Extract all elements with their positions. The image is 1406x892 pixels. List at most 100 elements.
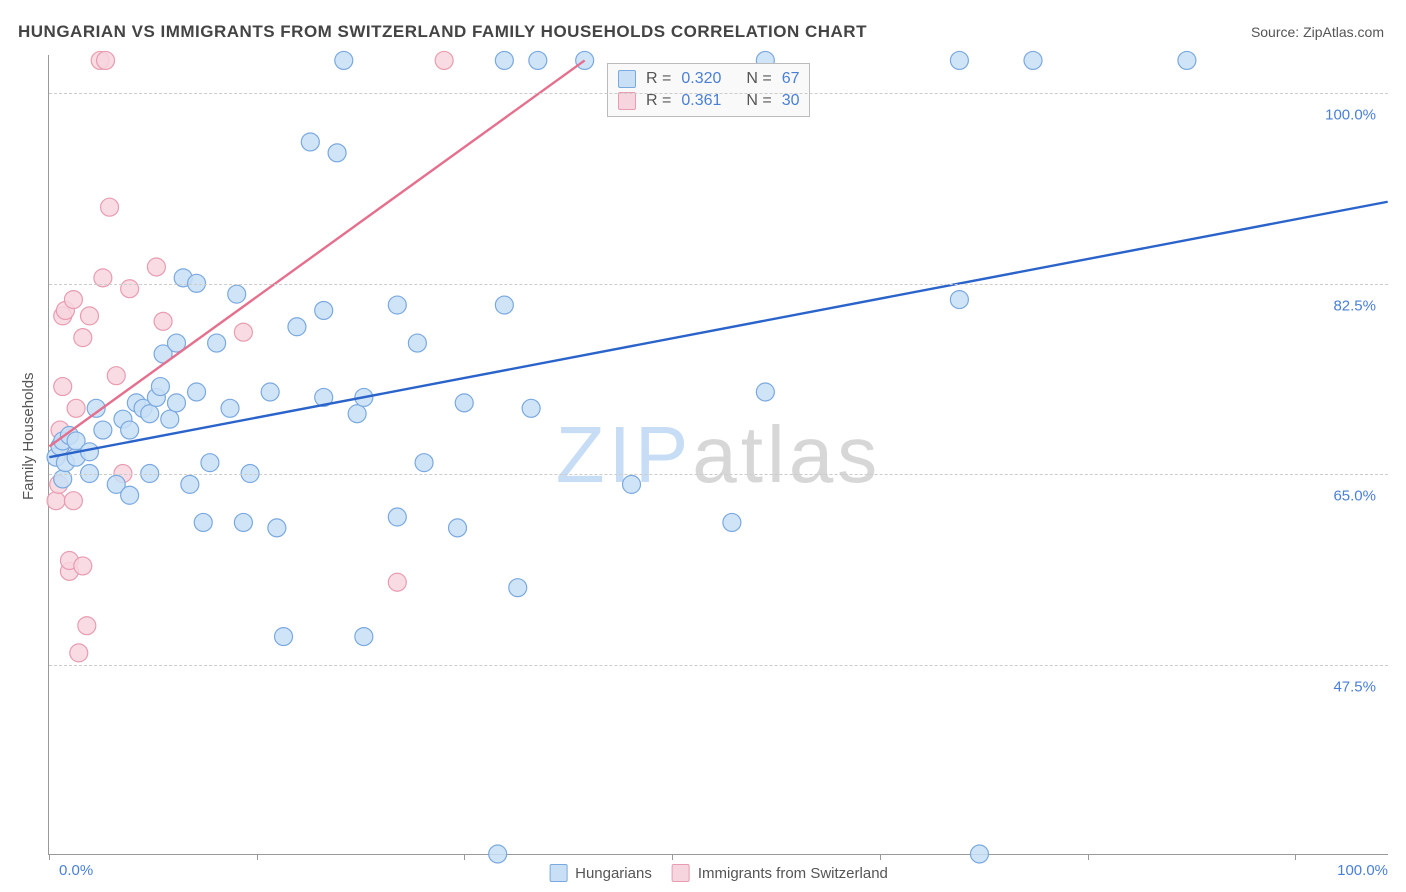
scatter-point — [94, 421, 112, 439]
legend-item-label: Hungarians — [575, 865, 652, 882]
scatter-point — [74, 329, 92, 347]
scatter-point — [489, 845, 507, 863]
scatter-point — [522, 399, 540, 417]
legend-n-label: N = — [746, 70, 771, 88]
scatter-point — [495, 51, 513, 69]
scatter-point — [188, 383, 206, 401]
x-tick — [257, 854, 258, 860]
scatter-point — [121, 421, 139, 439]
y-axis-label: Family Households — [20, 372, 37, 500]
scatter-point — [154, 312, 172, 330]
scatter-point — [288, 318, 306, 336]
scatter-point — [221, 399, 239, 417]
scatter-point — [234, 323, 252, 341]
legend-item-label: Immigrants from Switzerland — [698, 865, 888, 882]
legend-r-value: 0.361 — [681, 92, 736, 110]
legend-r-value: 0.320 — [681, 70, 736, 88]
plot-area: ZIPatlas R =0.320N =67R =0.361N =30 Hung… — [48, 55, 1388, 855]
scatter-point — [64, 492, 82, 510]
scatter-point — [181, 475, 199, 493]
gridline — [49, 284, 1388, 285]
scatter-point — [54, 378, 72, 396]
scatter-point — [415, 454, 433, 472]
scatter-point — [268, 519, 286, 537]
scatter-point — [80, 307, 98, 325]
scatter-point — [161, 410, 179, 428]
x-tick — [1088, 854, 1089, 860]
scatter-point — [101, 198, 119, 216]
scatter-point — [950, 291, 968, 309]
scatter-point — [435, 51, 453, 69]
scatter-point — [335, 51, 353, 69]
scatter-point — [449, 519, 467, 537]
scatter-point — [388, 296, 406, 314]
source-label: Source: ZipAtlas.com — [1251, 24, 1384, 40]
scatter-point — [121, 280, 139, 298]
scatter-point — [167, 394, 185, 412]
scatter-point — [509, 579, 527, 597]
legend-r-label: R = — [646, 92, 671, 110]
scatter-point — [275, 628, 293, 646]
scatter-point — [151, 378, 169, 396]
scatter-point — [1178, 51, 1196, 69]
scatter-point — [348, 405, 366, 423]
scatter-point — [147, 258, 165, 276]
legend-swatch — [618, 92, 636, 110]
scatter-point — [970, 845, 988, 863]
scatter-point — [228, 285, 246, 303]
gridline — [49, 93, 1388, 94]
regression-line — [49, 60, 584, 446]
scatter-point — [261, 383, 279, 401]
scatter-point — [54, 470, 72, 488]
x-tick-label-right: 100.0% — [1337, 862, 1388, 879]
y-tick-label: 47.5% — [1333, 678, 1376, 695]
y-tick-label: 100.0% — [1325, 107, 1376, 124]
scatter-svg — [49, 55, 1388, 854]
legend-swatch — [672, 864, 690, 882]
scatter-point — [234, 513, 252, 531]
x-tick — [1295, 854, 1296, 860]
scatter-point — [723, 513, 741, 531]
legend-swatch — [618, 70, 636, 88]
y-tick-label: 65.0% — [1333, 488, 1376, 505]
legend-item: Hungarians — [549, 864, 652, 882]
legend-item: Immigrants from Switzerland — [672, 864, 888, 882]
scatter-point — [1024, 51, 1042, 69]
scatter-point — [408, 334, 426, 352]
scatter-point — [328, 144, 346, 162]
series-legend: Hungarians Immigrants from Switzerland — [549, 864, 888, 882]
scatter-point — [355, 628, 373, 646]
scatter-point — [47, 492, 65, 510]
legend-n-value: 67 — [782, 70, 800, 88]
scatter-point — [70, 644, 88, 662]
scatter-point — [388, 573, 406, 591]
x-tick — [880, 854, 881, 860]
scatter-point — [201, 454, 219, 472]
scatter-point — [529, 51, 547, 69]
x-tick — [49, 854, 50, 860]
scatter-point — [208, 334, 226, 352]
gridline — [49, 665, 1388, 666]
legend-r-label: R = — [646, 70, 671, 88]
scatter-point — [495, 296, 513, 314]
x-tick — [672, 854, 673, 860]
scatter-point — [950, 51, 968, 69]
scatter-point — [64, 291, 82, 309]
correlation-legend: R = 0.320 N = 67 R = 0.361 N = 30 — [607, 63, 810, 117]
scatter-point — [388, 508, 406, 526]
scatter-point — [315, 301, 333, 319]
x-tick — [464, 854, 465, 860]
chart-title: HUNGARIAN VS IMMIGRANTS FROM SWITZERLAND… — [18, 22, 867, 42]
scatter-point — [107, 367, 125, 385]
chart-container: HUNGARIAN VS IMMIGRANTS FROM SWITZERLAND… — [0, 0, 1406, 892]
scatter-point — [194, 513, 212, 531]
legend-n-value: 30 — [782, 92, 800, 110]
gridline — [49, 474, 1388, 475]
legend-row: R = 0.320 N = 67 — [618, 68, 799, 90]
scatter-point — [141, 405, 159, 423]
scatter-point — [78, 617, 96, 635]
scatter-point — [623, 475, 641, 493]
legend-n-label: N = — [746, 92, 771, 110]
x-tick-label-left: 0.0% — [59, 862, 93, 879]
scatter-point — [121, 486, 139, 504]
